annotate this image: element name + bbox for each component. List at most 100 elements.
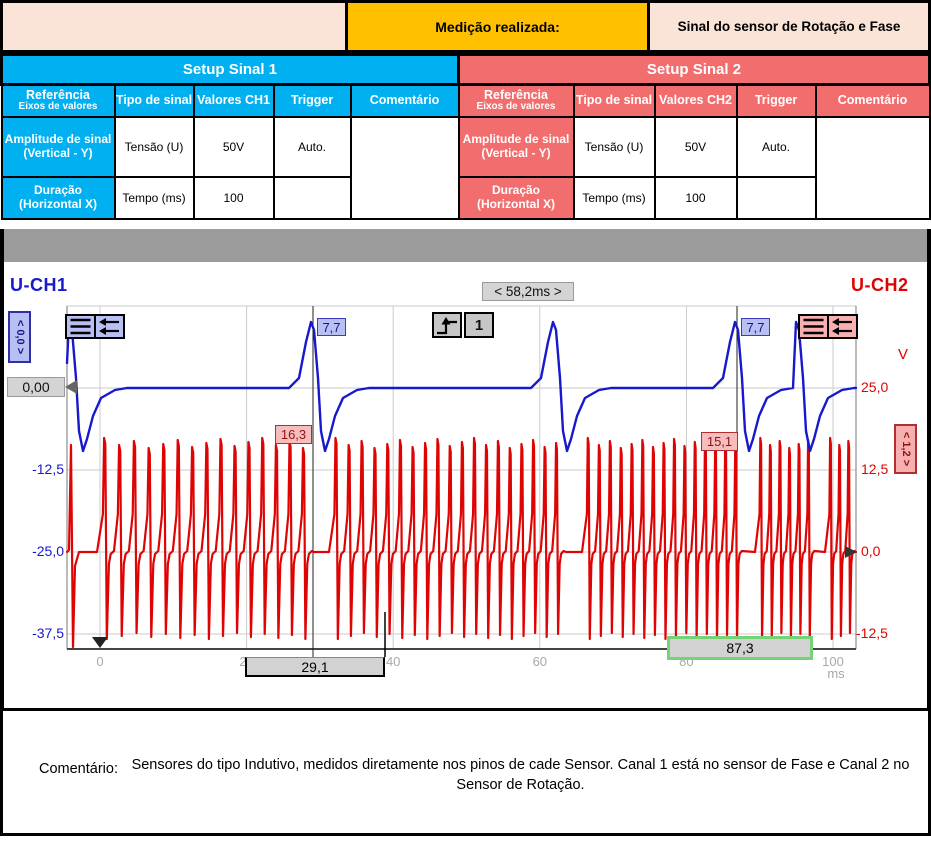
ch2-axis-tick: 25,0 [861, 379, 889, 395]
setup-table-ch2: Setup Sinal 2 Referência Eixos de valores… [457, 53, 931, 220]
ch2-menu-button[interactable] [798, 314, 829, 339]
ch2-axis-tick: 0,0 [861, 543, 881, 559]
setup1-row1-trigger: Auto. [272, 115, 352, 178]
row-ref-sublabel: (Vertical - Y) [481, 145, 551, 160]
col-ref-label: Referência [484, 87, 548, 102]
setup1-col-valores: Valores CH1 [192, 83, 275, 118]
comment-section: Comentário: Sensores do tipo Indutivo, m… [0, 708, 931, 836]
trigger-time-marker-icon[interactable] [92, 637, 108, 648]
ch1-axis-tick: -25,0 [32, 543, 64, 559]
ch1-scroll-button[interactable] [94, 314, 125, 339]
row-ref-sublabel: (Vertical - Y) [23, 145, 93, 160]
setup2-comentario-cell [814, 115, 931, 220]
ch1-offset-box[interactable]: < 0,0 > [8, 311, 31, 363]
ch1-zero-marker-box[interactable]: 0,00 [7, 377, 65, 397]
trigger-channel-button[interactable]: 1 [464, 312, 494, 338]
row-ref-label: Amplitude de sinal [462, 131, 570, 146]
setup1-col-trigger: Trigger [272, 83, 352, 118]
setup2-row1-tipo: Tensão (U) [572, 115, 656, 178]
setup2-col-ref: Referência Eixos de valores [457, 83, 575, 118]
double-left-arrow-icon [99, 318, 119, 335]
setup2-col-trigger: Trigger [735, 83, 817, 118]
row-ref-sublabel: (Horizontal X) [477, 196, 555, 211]
ch2-offset-label: < 1,2 > [899, 431, 912, 467]
table-row: Referência Eixos de valores Tipo de sinal… [457, 83, 931, 118]
row-ref-label: Amplitude de sinal [4, 131, 112, 146]
ch1-offset-label: < 0,0 > [13, 319, 26, 355]
ruler-delta-box[interactable]: < 58,2ms > [482, 282, 574, 301]
col-ref-sublabel: Eixos de valores [18, 101, 98, 113]
setup2-col-tipo: Tipo de sinal [572, 83, 656, 118]
setup2-row2-ref: Duração (Horizontal X) [457, 175, 575, 220]
table-row: Duração (Horizontal X) Tempo (ms) 100 [0, 175, 459, 220]
ruler2-ch2-value: 15,1 [701, 432, 738, 451]
setup1-row1-ref: Amplitude de sinal (Vertical - Y) [0, 115, 116, 178]
ch2-axis-tick: 12,5 [861, 461, 889, 477]
table-row: Setup Sinal 1 [0, 53, 460, 86]
table-row: Referência Eixos de valores Tipo de sinal… [0, 83, 460, 118]
header-left-cell [0, 0, 348, 53]
menu-bars-icon [70, 318, 91, 335]
ch1-title: U-CH1 [10, 275, 68, 295]
setup2-row1-trigger: Auto. [735, 115, 817, 178]
ruler1-ch1-value: 7,7 [317, 318, 346, 336]
ch2-baseline-marker-icon[interactable] [845, 546, 857, 558]
row-ref-sublabel: (Horizontal X) [19, 196, 97, 211]
setup2-row1-valor: 50V [653, 115, 738, 178]
ruler1-time-box[interactable]: 29,1 [245, 657, 385, 677]
oscilloscope-panel: U-CH1 U-CH2 < 58,2ms > < 0,0 > < 1,2 > 1… [0, 262, 931, 708]
setup1-row1-tipo: Tensão (U) [113, 115, 195, 178]
table-row: Amplitude de sinal (Vertical - Y) Tensão … [457, 115, 931, 220]
report-header: Medição realizada: Sinal do sensor de Ro… [0, 0, 931, 53]
ruler2-ch1-value: 7,7 [741, 318, 770, 336]
header-label-cell: Medição realizada: [345, 0, 650, 53]
x-axis-tick: 40 [385, 654, 401, 669]
setup1-comentario-cell [349, 115, 460, 220]
row-ref-label: Duração [33, 182, 83, 197]
setup1-row2-trigger [272, 175, 352, 220]
setup1-row2-tipo: Tempo (ms) [113, 175, 195, 220]
header-value-cell: Sinal do sensor de Rotação e Fase [647, 0, 931, 53]
table-row: Amplitude de sinal (Vertical - Y) Tensão … [0, 115, 460, 220]
x-axis-tick: 0 [96, 654, 104, 669]
setup1-col-tipo: Tipo de sinal [113, 83, 195, 118]
setup2-title: Setup Sinal 2 [457, 53, 931, 86]
menu-bars-icon [803, 318, 824, 335]
setup1-row1-valor: 50V [192, 115, 275, 178]
ch1-axis-tick: -37,5 [32, 625, 64, 641]
setup1-col-comentario: Comentário [349, 83, 460, 118]
table-row: Setup Sinal 2 [457, 53, 931, 86]
ruler1-ch2-value: 16,3 [275, 425, 312, 444]
ch2-offset-box[interactable]: < 1,2 > [894, 424, 917, 474]
comment-text: Sensores do tipo Indutivo, medidos diret… [131, 757, 910, 793]
ch2-axis-tick: -12,5 [856, 625, 888, 641]
setup2-row1-ref: Amplitude de sinal (Vertical - Y) [457, 115, 575, 178]
x-axis-unit: ms [827, 666, 845, 681]
table-row: Duração (Horizontal X) Tempo (ms) 100 [457, 175, 930, 220]
ch2-axis-unit: V [898, 346, 909, 363]
row-ref-label: Duração [491, 182, 541, 197]
ruler2-time-box[interactable]: 87,3 [667, 636, 813, 660]
setup-table-ch1: Setup Sinal 1 Referência Eixos de valores… [0, 53, 460, 220]
ch2-title: U-CH2 [851, 275, 909, 295]
rising-edge-trigger-icon [437, 317, 457, 335]
ch1-baseline-marker-icon[interactable] [65, 380, 77, 394]
double-left-arrow-icon [832, 318, 852, 335]
setup2-row2-valor: 100 [653, 175, 738, 220]
ch1-menu-button[interactable] [65, 314, 96, 339]
x-axis-tick: 60 [532, 654, 548, 669]
setup1-row2-valor: 100 [192, 175, 275, 220]
col-ref-label: Referência [26, 87, 90, 102]
setup1-title: Setup Sinal 1 [0, 53, 460, 86]
ch2-scroll-button[interactable] [827, 314, 858, 339]
comment-label: Comentário: [39, 761, 118, 777]
setup1-col-ref: Referência Eixos de valores [0, 83, 116, 118]
col-ref-sublabel: Eixos de valores [476, 101, 556, 113]
trigger-mode-button[interactable] [432, 312, 462, 338]
setup2-col-comentario: Comentário [814, 83, 931, 118]
setup2-row2-tipo: Tempo (ms) [572, 175, 656, 220]
ch1-axis-tick: -12,5 [32, 461, 64, 477]
setup2-row2-trigger [735, 175, 817, 220]
separator-band [0, 229, 931, 262]
